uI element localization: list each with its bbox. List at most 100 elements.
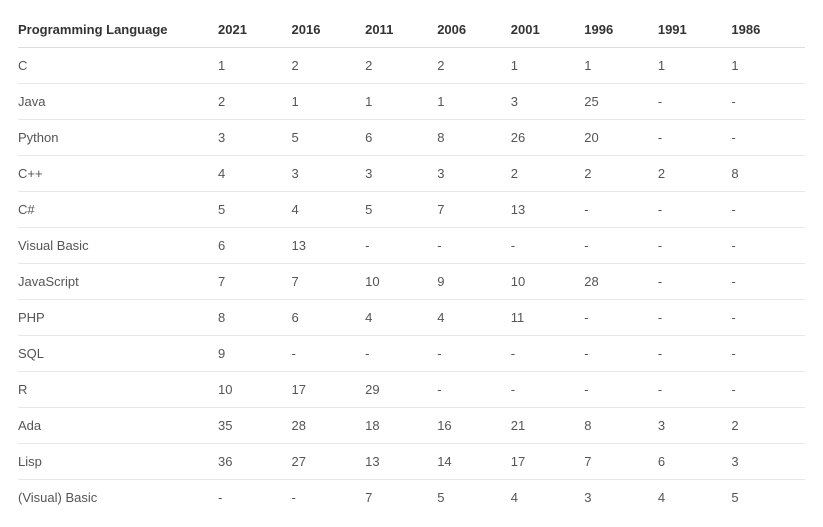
table-cell: 2 <box>511 156 585 192</box>
table-cell: (Visual) Basic <box>18 480 218 516</box>
table-cell: 5 <box>218 192 292 228</box>
table-cell: 5 <box>731 480 805 516</box>
table-cell: 9 <box>218 336 292 372</box>
table-row: C 1 2 2 2 1 1 1 1 <box>18 48 805 84</box>
column-header: 2011 <box>365 12 437 48</box>
table-cell: Python <box>18 120 218 156</box>
table-cell: - <box>731 192 805 228</box>
table-cell: 17 <box>511 444 585 480</box>
table-cell: Ada <box>18 408 218 444</box>
table-row: PHP 8 6 4 4 11 - - - <box>18 300 805 336</box>
table-cell: 7 <box>218 264 292 300</box>
table-row: C# 5 4 5 7 13 - - - <box>18 192 805 228</box>
table-row: Lisp 36 27 13 14 17 7 6 3 <box>18 444 805 480</box>
table-cell: - <box>218 480 292 516</box>
table-cell: 4 <box>292 192 366 228</box>
table-cell: 18 <box>365 408 437 444</box>
column-header: 2021 <box>218 12 292 48</box>
table-cell: 1 <box>511 48 585 84</box>
table-cell: 5 <box>365 192 437 228</box>
table-cell: 11 <box>511 300 585 336</box>
table-cell: 2 <box>731 408 805 444</box>
table-cell: 3 <box>658 408 732 444</box>
table-cell: 28 <box>584 264 658 300</box>
table-cell: 5 <box>292 120 366 156</box>
column-header: 1991 <box>658 12 732 48</box>
column-header: 2006 <box>437 12 511 48</box>
table-cell: - <box>731 84 805 120</box>
table-cell: 4 <box>511 480 585 516</box>
table-row: JavaScript 7 7 10 9 10 28 - - <box>18 264 805 300</box>
table-cell: 29 <box>365 372 437 408</box>
table-cell: C++ <box>18 156 218 192</box>
table-cell: 7 <box>292 264 366 300</box>
table-cell: 25 <box>584 84 658 120</box>
table-cell: - <box>511 228 585 264</box>
table-cell: 6 <box>365 120 437 156</box>
table-cell: - <box>365 336 437 372</box>
table-cell: - <box>731 264 805 300</box>
table-cell: 16 <box>437 408 511 444</box>
table-cell: - <box>584 336 658 372</box>
table-row: Visual Basic 6 13 - - - - - - <box>18 228 805 264</box>
table-cell: 13 <box>365 444 437 480</box>
table-cell: - <box>731 120 805 156</box>
table-cell: 8 <box>218 300 292 336</box>
table-cell: - <box>658 120 732 156</box>
table-cell: 2 <box>292 48 366 84</box>
column-header: Programming Language <box>18 12 218 48</box>
table-cell: 7 <box>437 192 511 228</box>
table-cell: 1 <box>437 84 511 120</box>
table-cell: - <box>731 228 805 264</box>
column-header: 2016 <box>292 12 366 48</box>
table-cell: C# <box>18 192 218 228</box>
table-cell: 6 <box>218 228 292 264</box>
table-cell: 3 <box>511 84 585 120</box>
table-cell: 4 <box>365 300 437 336</box>
column-header: 2001 <box>511 12 585 48</box>
table-cell: 2 <box>658 156 732 192</box>
table-row: SQL 9 - - - - - - - <box>18 336 805 372</box>
table-cell: - <box>658 264 732 300</box>
table-cell: - <box>658 300 732 336</box>
table-cell: 3 <box>584 480 658 516</box>
table-cell: Java <box>18 84 218 120</box>
column-header: 1986 <box>731 12 805 48</box>
table-cell: - <box>365 228 437 264</box>
table-cell: 3 <box>292 156 366 192</box>
table-row: (Visual) Basic - - 7 5 4 3 4 5 <box>18 480 805 516</box>
table-cell: 3 <box>218 120 292 156</box>
table-cell: C <box>18 48 218 84</box>
table-cell: R <box>18 372 218 408</box>
table-cell: 26 <box>511 120 585 156</box>
table-cell: JavaScript <box>18 264 218 300</box>
table-header: Programming Language 2021 2016 2011 2006… <box>18 12 805 48</box>
table-cell: 8 <box>731 156 805 192</box>
table-cell: 13 <box>292 228 366 264</box>
table-cell: 7 <box>365 480 437 516</box>
table-header-row: Programming Language 2021 2016 2011 2006… <box>18 12 805 48</box>
table-cell: 27 <box>292 444 366 480</box>
table-cell: PHP <box>18 300 218 336</box>
table-cell: - <box>584 228 658 264</box>
table-cell: 8 <box>437 120 511 156</box>
table-cell: 3 <box>731 444 805 480</box>
table-cell: 3 <box>437 156 511 192</box>
table-cell: 1 <box>292 84 366 120</box>
table-cell: 2 <box>365 48 437 84</box>
table-cell: - <box>584 192 658 228</box>
table-cell: 8 <box>584 408 658 444</box>
table-cell: 1 <box>658 48 732 84</box>
table-cell: 36 <box>218 444 292 480</box>
table-cell: 7 <box>584 444 658 480</box>
table-cell: 5 <box>437 480 511 516</box>
table-cell: - <box>658 372 732 408</box>
table-row: C++ 4 3 3 3 2 2 2 8 <box>18 156 805 192</box>
table-cell: - <box>292 336 366 372</box>
table-cell: - <box>731 336 805 372</box>
table-cell: - <box>584 372 658 408</box>
table-cell: 6 <box>658 444 732 480</box>
table-cell: - <box>658 336 732 372</box>
table-cell: 10 <box>365 264 437 300</box>
table-cell: - <box>658 228 732 264</box>
